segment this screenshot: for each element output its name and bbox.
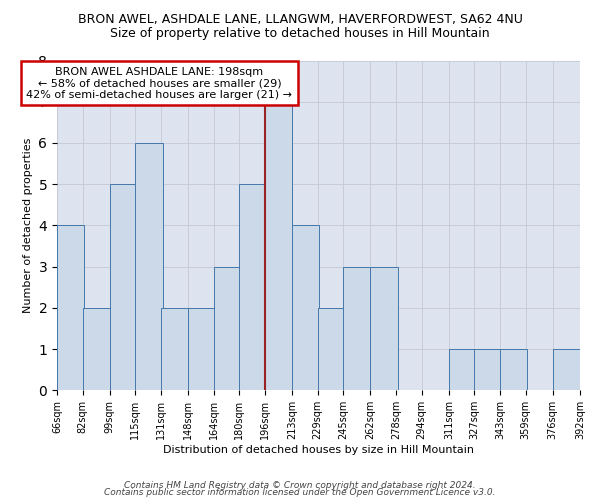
- Bar: [343, 266, 370, 390]
- Bar: [214, 266, 241, 390]
- Bar: [292, 226, 319, 390]
- Bar: [188, 308, 215, 390]
- Y-axis label: Number of detached properties: Number of detached properties: [23, 138, 33, 313]
- Bar: [110, 184, 137, 390]
- Bar: [239, 184, 266, 390]
- Text: Contains public sector information licensed under the Open Government Licence v3: Contains public sector information licen…: [104, 488, 496, 497]
- Bar: [136, 143, 163, 390]
- Text: BRON AWEL ASHDALE LANE: 198sqm
← 58% of detached houses are smaller (29)
42% of : BRON AWEL ASHDALE LANE: 198sqm ← 58% of …: [26, 66, 292, 100]
- Bar: [57, 226, 84, 390]
- Bar: [370, 266, 398, 390]
- Bar: [475, 349, 502, 391]
- Bar: [265, 102, 292, 391]
- Bar: [500, 349, 527, 391]
- Bar: [449, 349, 476, 391]
- Text: Contains HM Land Registry data © Crown copyright and database right 2024.: Contains HM Land Registry data © Crown c…: [124, 480, 476, 490]
- Text: Size of property relative to detached houses in Hill Mountain: Size of property relative to detached ho…: [110, 28, 490, 40]
- Bar: [553, 349, 580, 391]
- Bar: [161, 308, 188, 390]
- Bar: [317, 308, 345, 390]
- Text: BRON AWEL, ASHDALE LANE, LLANGWM, HAVERFORDWEST, SA62 4NU: BRON AWEL, ASHDALE LANE, LLANGWM, HAVERF…: [77, 12, 523, 26]
- Bar: [83, 308, 110, 390]
- X-axis label: Distribution of detached houses by size in Hill Mountain: Distribution of detached houses by size …: [163, 445, 474, 455]
